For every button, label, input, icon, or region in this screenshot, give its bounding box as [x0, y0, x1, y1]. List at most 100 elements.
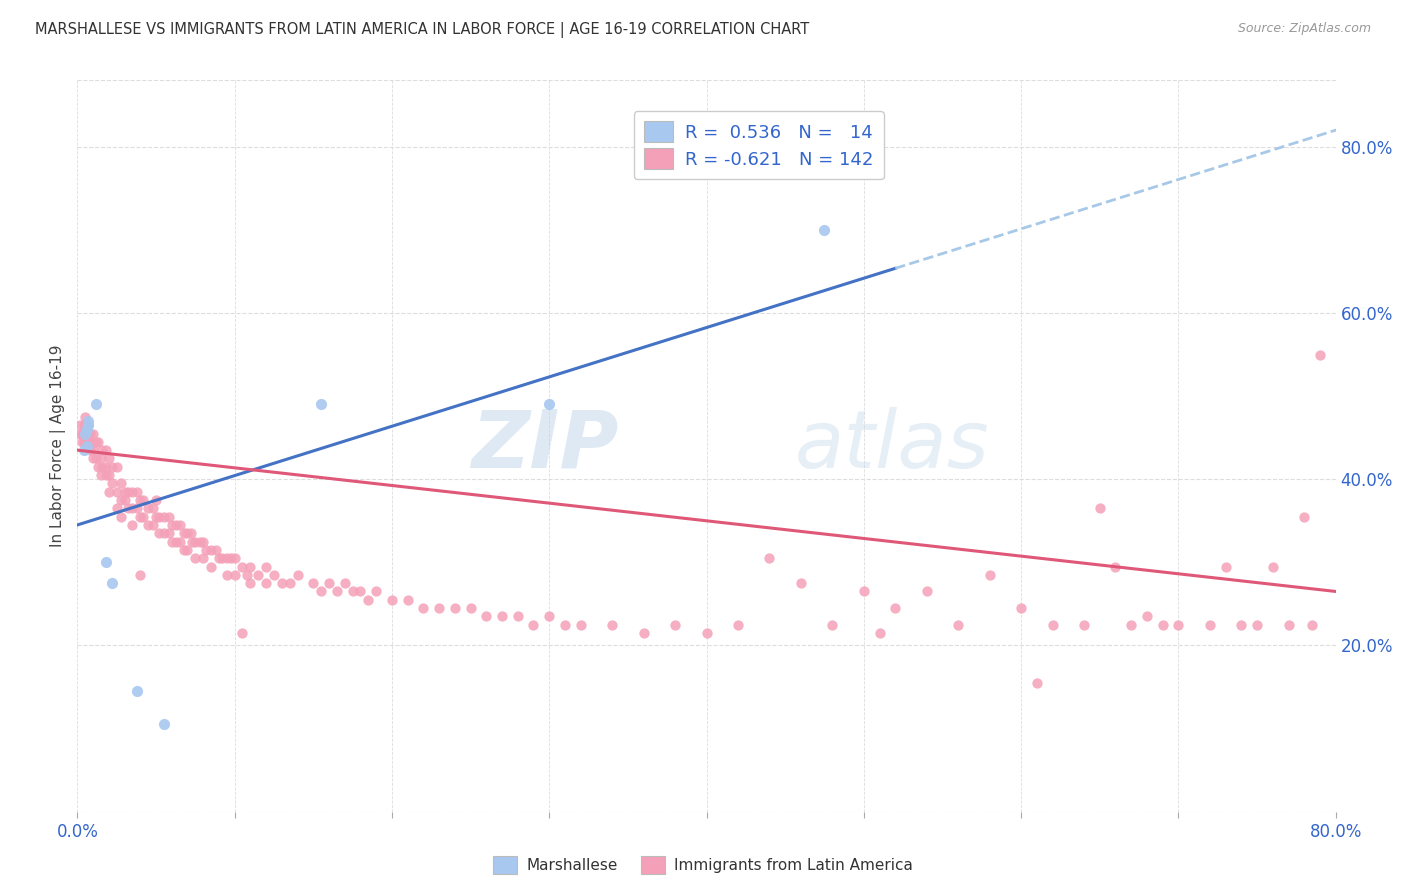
Point — [136, 501, 159, 516]
Point — [184, 534, 207, 549]
Point — [231, 559, 253, 574]
Y-axis label: In Labor Force | Age 16-19: In Labor Force | Age 16-19 — [51, 344, 66, 548]
Point — [145, 509, 167, 524]
Point — [381, 592, 404, 607]
Point — [157, 509, 180, 524]
Point — [1088, 501, 1111, 516]
Point — [208, 551, 231, 566]
Point — [1010, 601, 1032, 615]
Point — [76, 434, 98, 449]
Point — [869, 626, 891, 640]
Point — [77, 418, 100, 433]
Point — [94, 459, 117, 474]
Point — [121, 501, 143, 516]
Point — [121, 518, 143, 533]
Point — [153, 717, 176, 731]
Point — [349, 584, 371, 599]
Point — [165, 534, 187, 549]
Point — [821, 617, 844, 632]
Point — [1294, 509, 1316, 524]
Point — [254, 559, 277, 574]
Point — [148, 526, 170, 541]
Point — [231, 626, 253, 640]
Point — [1199, 617, 1222, 632]
Point — [97, 468, 120, 483]
Text: MARSHALLESE VS IMMIGRANTS FROM LATIN AMERICA IN LABOR FORCE | AGE 16-19 CORRELAT: MARSHALLESE VS IMMIGRANTS FROM LATIN AME… — [35, 22, 810, 38]
Point — [412, 601, 434, 615]
Point — [105, 459, 128, 474]
Point — [105, 484, 128, 499]
Point — [72, 443, 94, 458]
Point — [195, 542, 218, 557]
Point — [554, 617, 576, 632]
Point — [188, 534, 211, 549]
Point — [1261, 559, 1284, 574]
Point — [169, 534, 191, 549]
Point — [94, 443, 117, 458]
Point — [357, 592, 380, 607]
Point — [114, 493, 136, 508]
Point — [181, 534, 204, 549]
Point — [153, 509, 176, 524]
Point — [1215, 559, 1237, 574]
Point — [80, 434, 103, 449]
Point — [114, 484, 136, 499]
Point — [236, 567, 259, 582]
Point — [72, 434, 94, 449]
Point — [105, 501, 128, 516]
Point — [117, 501, 139, 516]
Point — [148, 509, 170, 524]
Point — [491, 609, 513, 624]
Point — [270, 576, 292, 591]
Point — [145, 493, 167, 508]
Point — [77, 418, 100, 433]
Point — [82, 426, 104, 441]
Point — [1136, 609, 1159, 624]
Point — [142, 518, 165, 533]
Point — [176, 526, 198, 541]
Point — [75, 409, 97, 424]
Point — [1121, 617, 1143, 632]
Point — [77, 414, 100, 428]
Point — [90, 468, 112, 483]
Point — [1042, 617, 1064, 632]
Point — [90, 451, 112, 466]
Point — [200, 542, 222, 557]
Point — [948, 617, 970, 632]
Point — [97, 451, 120, 466]
Point — [72, 418, 94, 433]
Point — [87, 434, 110, 449]
Point — [132, 509, 155, 524]
Point — [309, 397, 332, 411]
Point — [506, 609, 529, 624]
Point — [101, 476, 124, 491]
Point — [72, 426, 94, 441]
Point — [1025, 676, 1047, 690]
Point — [758, 551, 780, 566]
Point — [127, 684, 149, 698]
Point — [396, 592, 419, 607]
Point — [153, 526, 176, 541]
Point — [129, 567, 152, 582]
Point — [157, 526, 180, 541]
Point — [200, 559, 222, 574]
Point — [101, 459, 124, 474]
Point — [165, 518, 187, 533]
Point — [287, 567, 309, 582]
Point — [84, 434, 107, 449]
Point — [309, 584, 332, 599]
Point — [184, 551, 207, 566]
Point — [70, 426, 93, 441]
Point — [160, 534, 183, 549]
Point — [75, 426, 97, 441]
Point — [204, 542, 226, 557]
Point — [79, 426, 101, 441]
Point — [91, 459, 114, 474]
Point — [475, 609, 498, 624]
Point — [110, 509, 132, 524]
Point — [84, 451, 107, 466]
Point — [979, 567, 1001, 582]
Point — [82, 443, 104, 458]
Point — [1230, 617, 1253, 632]
Point — [1301, 617, 1323, 632]
